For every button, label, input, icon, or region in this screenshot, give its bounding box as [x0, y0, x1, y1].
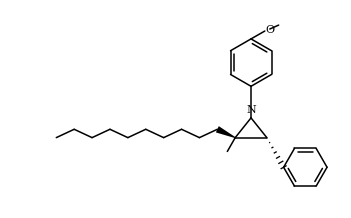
Polygon shape — [216, 126, 236, 138]
Text: O: O — [266, 25, 275, 35]
Text: N: N — [246, 105, 256, 115]
